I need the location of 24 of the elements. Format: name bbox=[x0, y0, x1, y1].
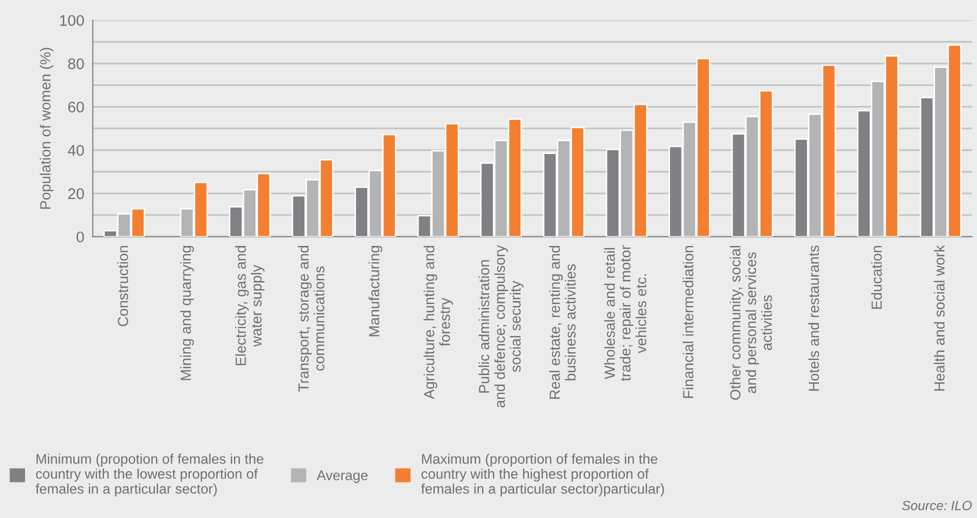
x-tick-label: Other community, social and personal services activities bbox=[730, 246, 772, 400]
y-tick-label: 80 bbox=[68, 58, 84, 70]
x-tick-label: Transport, storage and communications bbox=[298, 246, 324, 392]
x-tick-label: Financial intermediation bbox=[682, 246, 694, 398]
x-tick-label: Public administration and defence; compulsory social security bbox=[478, 245, 524, 408]
legend-label: Minimum (propotion of females in the country with the lowest proportion of females in a particular sector) bbox=[36, 454, 264, 496]
x-tick-label: Construction bbox=[117, 246, 128, 326]
legend-label: Average bbox=[316, 470, 368, 483]
legend-label: Maximum (proportion of females in the country with the highest proportion of females in a particular sector)particular) bbox=[421, 454, 664, 496]
x-tick-label: Hotels and restaurants bbox=[808, 246, 820, 391]
y-axis-title: Population of women (%) bbox=[40, 48, 54, 209]
x-tick-label: Agriculture, hunting and forestry bbox=[424, 246, 453, 400]
y-tick-label: 60 bbox=[68, 102, 84, 112]
source-note: Source: ILO bbox=[902, 500, 972, 510]
x-tick-label: Electricity, gas and water supply bbox=[235, 246, 264, 366]
x-tick-label: Education bbox=[871, 246, 882, 309]
y-tick-label: 40 bbox=[68, 144, 84, 156]
x-tick-label: Wholesale and retail trade; repair of motor vehicles etc. bbox=[604, 245, 646, 381]
y-tick-label: 100 bbox=[60, 15, 84, 26]
x-tick-label: Health and social work bbox=[934, 245, 945, 391]
y-tick-label: 0 bbox=[76, 232, 84, 242]
y-tick-label: 20 bbox=[68, 188, 84, 200]
x-tick-label: Manufacturing bbox=[368, 246, 382, 336]
x-tick-label: Mining and quarrying bbox=[180, 246, 194, 380]
